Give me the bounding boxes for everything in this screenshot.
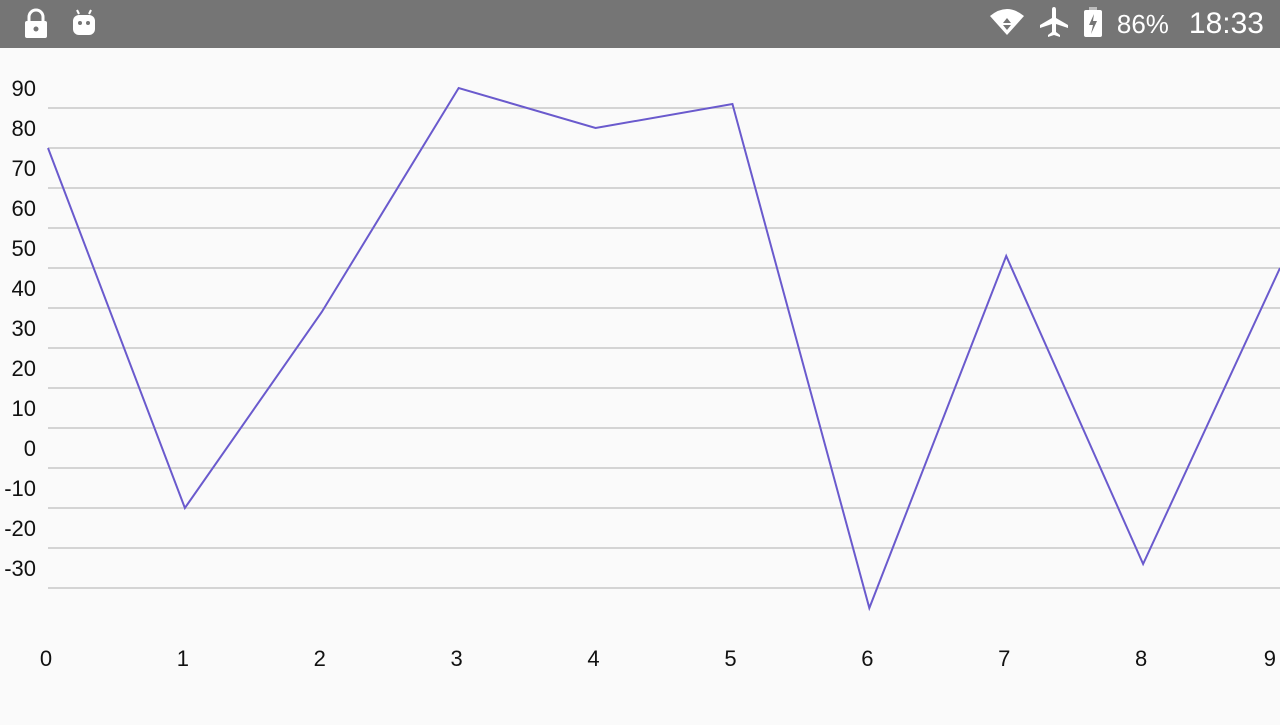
series-layer [47,86,1280,612]
x-tick-label: 7 [998,646,1010,671]
battery-percentage: 86% [1116,8,1169,39]
x-tick-label: 8 [1135,646,1147,671]
x-axis-ticks: 0 1 2 3 4 5 6 7 8 9 [40,646,1276,671]
y-tick-label: 30 [12,316,36,341]
y-tick-label: 40 [12,276,36,301]
chart-plot: 90 80 70 60 50 40 30 20 10 0 -10 -20 -30 0 1 2 3 4 5 6 7 8 9 [4,76,1280,671]
y-tick-label: 90 [12,76,36,101]
battery-charging-icon [1083,6,1103,43]
wifi-icon [989,8,1025,41]
clock-time: 18:33 [1188,7,1264,40]
x-tick-label: 3 [451,646,463,671]
status-bar-left [22,8,98,45]
x-tick-label: 2 [314,646,326,671]
y-tick-label: -20 [4,516,36,541]
y-tick-label: 50 [12,236,36,261]
x-tick-label: 4 [587,646,599,671]
y-tick-label: 0 [24,436,36,461]
gridlines [48,107,1280,589]
y-tick-label: 80 [12,116,36,141]
lock-icon [22,8,50,45]
x-tick-label: 6 [861,646,873,671]
series-line [47,86,1280,612]
y-tick-label: -30 [4,556,36,581]
y-tick-label: 70 [12,156,36,181]
x-tick-label: 9 [1264,646,1276,671]
x-tick-label: 5 [724,646,736,671]
status-bar: 86% 18:33 [0,0,1280,48]
y-axis-ticks: 90 80 70 60 50 40 30 20 10 0 -10 -20 -30 [4,76,36,581]
airplane-mode-icon [1039,6,1069,43]
y-tick-label: 60 [12,196,36,221]
y-tick-label: 10 [12,396,36,421]
line-chart: 90 80 70 60 50 40 30 20 10 0 -10 -20 -30 0 1 2 3 4 5 6 7 8 9 [0,48,1280,720]
y-tick-label: 20 [12,356,36,381]
x-tick-label: 1 [177,646,189,671]
status-bar-right: 86% 18:33 [989,0,1264,48]
x-tick-label: 0 [40,646,52,671]
y-tick-label: -10 [4,476,36,501]
android-icon [70,8,98,45]
